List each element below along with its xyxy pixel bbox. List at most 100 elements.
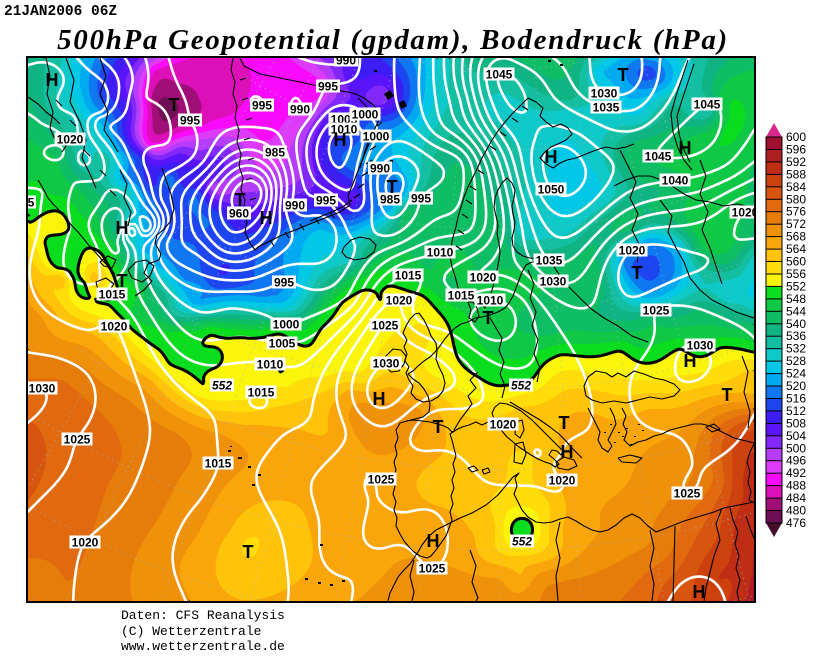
svg-text:990: 990 [290, 103, 310, 117]
svg-text:1030: 1030 [29, 382, 56, 396]
svg-text:985: 985 [380, 193, 400, 207]
svg-text:588: 588 [786, 167, 806, 181]
svg-text:1025: 1025 [64, 433, 91, 447]
svg-text:1020: 1020 [490, 418, 517, 432]
svg-text:600: 600 [786, 130, 806, 144]
svg-text:1045: 1045 [694, 98, 721, 112]
svg-text:488: 488 [786, 479, 806, 493]
svg-text:Daten: CFS Reanalysis: Daten: CFS Reanalysis [121, 608, 285, 623]
svg-text:T: T [483, 308, 494, 328]
svg-text:1010: 1010 [477, 294, 504, 308]
svg-text:H: H [373, 389, 386, 409]
svg-text:T: T [632, 263, 643, 283]
svg-text:484: 484 [786, 491, 806, 505]
svg-text:524: 524 [786, 367, 806, 381]
svg-text:960: 960 [229, 207, 249, 221]
svg-text:1025: 1025 [674, 487, 701, 501]
svg-text:528: 528 [786, 354, 806, 368]
svg-text:990: 990 [370, 162, 390, 176]
svg-text:1015: 1015 [395, 269, 422, 283]
svg-text:H: H [693, 582, 706, 602]
svg-text:552: 552 [511, 379, 531, 393]
svg-text:552: 552 [212, 379, 232, 393]
svg-text:480: 480 [786, 504, 806, 518]
svg-text:T: T [559, 413, 570, 433]
svg-text:T: T [722, 385, 733, 405]
svg-text:H: H [260, 208, 273, 228]
svg-text:1015: 1015 [448, 289, 475, 303]
svg-text:1035: 1035 [536, 254, 563, 268]
svg-text:1030: 1030 [540, 275, 567, 289]
svg-text:560: 560 [786, 255, 806, 269]
svg-text:576: 576 [786, 205, 806, 219]
svg-text:1020: 1020 [619, 244, 646, 258]
svg-text:520: 520 [786, 379, 806, 393]
svg-text:500hPa Geopotential (gpdam), B: 500hPa Geopotential (gpdam), Bodendruck … [57, 24, 729, 56]
svg-text:H: H [334, 130, 347, 150]
svg-text:995: 995 [252, 99, 272, 113]
svg-text:1020: 1020 [72, 536, 99, 550]
svg-text:T: T [433, 417, 444, 437]
svg-text:1005: 1005 [269, 337, 296, 351]
svg-text:1010: 1010 [331, 123, 358, 137]
svg-text:544: 544 [786, 304, 806, 318]
svg-text:500: 500 [786, 441, 806, 455]
svg-text:1015: 1015 [205, 457, 232, 471]
svg-text:1010: 1010 [257, 358, 284, 372]
svg-text:H: H [116, 218, 129, 238]
svg-text:552: 552 [786, 279, 806, 293]
svg-text:596: 596 [786, 143, 806, 157]
svg-text:T: T [169, 95, 180, 115]
svg-text:512: 512 [786, 404, 806, 418]
svg-text:540: 540 [786, 317, 806, 331]
svg-text:(C) Wetterzentrale: (C) Wetterzentrale [121, 624, 261, 639]
svg-text:1050: 1050 [538, 183, 565, 197]
svg-text:T: T [243, 542, 254, 562]
svg-text:H: H [46, 70, 59, 90]
svg-text:592: 592 [786, 155, 806, 169]
svg-text:548: 548 [786, 292, 806, 306]
svg-text:564: 564 [786, 242, 806, 256]
svg-text:21JAN2006 06Z: 21JAN2006 06Z [4, 4, 117, 20]
svg-text:1040: 1040 [662, 174, 689, 188]
svg-text:1025: 1025 [372, 319, 399, 333]
svg-text:1020: 1020 [101, 320, 128, 334]
svg-text:H: H [561, 442, 574, 462]
svg-text:H: H [545, 147, 558, 167]
svg-text:T: T [618, 65, 629, 85]
svg-text:985: 985 [265, 146, 285, 160]
svg-text:T: T [235, 190, 246, 210]
svg-text:995: 995 [274, 276, 294, 290]
svg-text:536: 536 [786, 329, 806, 343]
svg-text:995: 995 [316, 194, 336, 208]
svg-text:1015: 1015 [248, 386, 275, 400]
svg-text:995: 995 [318, 80, 338, 94]
svg-text:995: 995 [180, 114, 200, 128]
svg-text:504: 504 [786, 429, 806, 443]
svg-text:568: 568 [786, 230, 806, 244]
svg-text:1020: 1020 [549, 474, 576, 488]
svg-text:1030: 1030 [591, 87, 618, 101]
svg-text:1000: 1000 [352, 108, 379, 122]
svg-text:496: 496 [786, 454, 806, 468]
svg-text:492: 492 [786, 466, 806, 480]
svg-text:1025: 1025 [368, 473, 395, 487]
svg-text:1025: 1025 [643, 304, 670, 318]
svg-text:T: T [117, 271, 128, 291]
svg-text:1010: 1010 [427, 246, 454, 260]
svg-text:H: H [679, 138, 692, 158]
svg-text:T: T [387, 177, 398, 197]
svg-text:1020: 1020 [57, 133, 84, 147]
svg-text:1030: 1030 [373, 357, 400, 371]
svg-text:1045: 1045 [486, 68, 513, 82]
svg-text:532: 532 [786, 342, 806, 356]
svg-text:990: 990 [285, 199, 305, 213]
svg-text:552: 552 [512, 535, 532, 549]
svg-text:572: 572 [786, 217, 806, 231]
svg-text:990: 990 [336, 54, 356, 68]
svg-text:580: 580 [786, 192, 806, 206]
svg-text:1045: 1045 [645, 150, 672, 164]
svg-text:1020: 1020 [470, 271, 497, 285]
svg-text:476: 476 [786, 516, 806, 530]
svg-text:584: 584 [786, 180, 806, 194]
